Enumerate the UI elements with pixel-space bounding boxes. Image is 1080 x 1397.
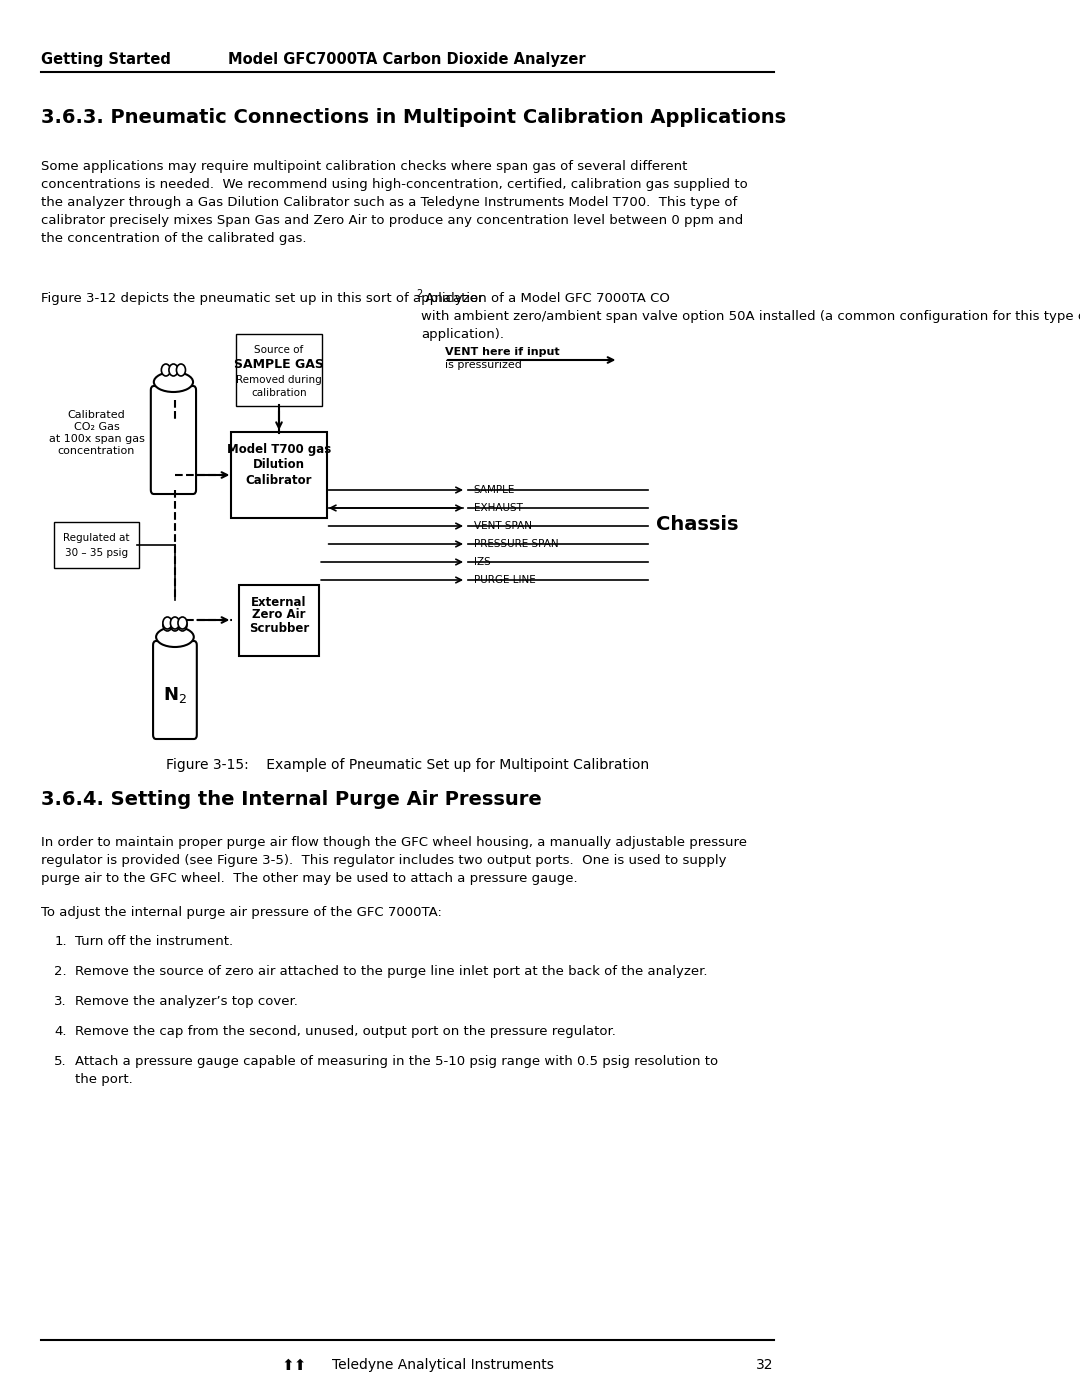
FancyBboxPatch shape xyxy=(151,386,197,495)
Text: Removed during: Removed during xyxy=(237,374,322,386)
Text: VENT here if input: VENT here if input xyxy=(445,346,559,358)
Text: SAMPLE: SAMPLE xyxy=(473,485,515,495)
Text: Getting Started: Getting Started xyxy=(41,52,171,67)
Text: 2.: 2. xyxy=(54,965,67,978)
Text: 3.6.3. Pneumatic Connections in Multipoint Calibration Applications: 3.6.3. Pneumatic Connections in Multipoi… xyxy=(41,108,786,127)
Text: ⬆⬆: ⬆⬆ xyxy=(281,1358,307,1373)
Text: 5.: 5. xyxy=(54,1055,67,1067)
Text: SAMPLE GAS: SAMPLE GAS xyxy=(234,359,324,372)
Text: calibration: calibration xyxy=(252,388,307,398)
Ellipse shape xyxy=(157,627,193,647)
FancyBboxPatch shape xyxy=(239,584,319,655)
Text: CO₂ Gas: CO₂ Gas xyxy=(73,422,120,432)
Text: at 100x span gas: at 100x span gas xyxy=(49,434,145,444)
Text: Zero Air: Zero Air xyxy=(253,609,306,622)
Circle shape xyxy=(171,617,179,629)
Circle shape xyxy=(178,619,187,631)
FancyBboxPatch shape xyxy=(54,522,138,569)
Circle shape xyxy=(171,619,179,631)
FancyBboxPatch shape xyxy=(231,432,326,518)
Text: External: External xyxy=(252,595,307,609)
Text: 3.: 3. xyxy=(54,995,67,1009)
Text: Analyzer
with ambient zero/ambient span valve option 50A installed (a common con: Analyzer with ambient zero/ambient span … xyxy=(421,292,1080,341)
Circle shape xyxy=(163,619,172,631)
Text: IZS: IZS xyxy=(473,557,490,567)
Circle shape xyxy=(168,365,178,376)
Text: Some applications may require multipoint calibration checks where span gas of se: Some applications may require multipoint… xyxy=(41,161,747,244)
Text: concentration: concentration xyxy=(58,446,135,455)
Text: Source of: Source of xyxy=(255,345,303,355)
Text: Figure 3-12 depicts the pneumatic set up in this sort of application of a Model : Figure 3-12 depicts the pneumatic set up… xyxy=(41,292,670,305)
Text: Turn off the instrument.: Turn off the instrument. xyxy=(76,935,233,949)
Text: Attach a pressure gauge capable of measuring in the 5-10 psig range with 0.5 psi: Attach a pressure gauge capable of measu… xyxy=(76,1055,718,1085)
Text: EXHAUST: EXHAUST xyxy=(473,503,523,513)
Text: Dilution: Dilution xyxy=(253,458,305,472)
Text: Remove the analyzer’s top cover.: Remove the analyzer’s top cover. xyxy=(76,995,298,1009)
Text: To adjust the internal purge air pressure of the GFC 7000TA:: To adjust the internal purge air pressur… xyxy=(41,907,442,919)
Text: PRESSURE SPAN: PRESSURE SPAN xyxy=(473,539,558,549)
Circle shape xyxy=(161,365,171,376)
Text: Remove the source of zero air attached to the purge line inlet port at the back : Remove the source of zero air attached t… xyxy=(76,965,707,978)
Text: Remove the cap from the second, unused, output port on the pressure regulator.: Remove the cap from the second, unused, … xyxy=(76,1025,617,1038)
Text: 30 – 35 psig: 30 – 35 psig xyxy=(65,548,129,557)
Circle shape xyxy=(178,617,187,629)
Text: Model GFC7000TA Carbon Dioxide Analyzer: Model GFC7000TA Carbon Dioxide Analyzer xyxy=(228,52,586,67)
Text: Chassis: Chassis xyxy=(656,515,739,535)
Text: 3.6.4. Setting the Internal Purge Air Pressure: 3.6.4. Setting the Internal Purge Air Pr… xyxy=(41,789,541,809)
Circle shape xyxy=(163,617,172,629)
Text: Scrubber: Scrubber xyxy=(248,622,309,634)
Text: N$_2$: N$_2$ xyxy=(163,685,187,705)
Text: PURGE LINE: PURGE LINE xyxy=(473,576,536,585)
Text: Figure 3-15:    Example of Pneumatic Set up for Multipoint Calibration: Figure 3-15: Example of Pneumatic Set up… xyxy=(165,759,649,773)
Text: is pressurized: is pressurized xyxy=(445,360,522,370)
Text: 4.: 4. xyxy=(54,1025,67,1038)
Text: Calibrated: Calibrated xyxy=(68,409,125,420)
Text: Model T700 gas: Model T700 gas xyxy=(227,443,332,457)
Text: Teledyne Analytical Instruments: Teledyne Analytical Instruments xyxy=(332,1358,554,1372)
Circle shape xyxy=(176,365,186,376)
Text: In order to maintain proper purge air flow though the GFC wheel housing, a manua: In order to maintain proper purge air fl… xyxy=(41,835,746,886)
Text: 1.: 1. xyxy=(54,935,67,949)
Text: 2: 2 xyxy=(416,289,422,299)
FancyBboxPatch shape xyxy=(153,641,197,739)
FancyBboxPatch shape xyxy=(237,334,322,407)
Ellipse shape xyxy=(153,372,193,393)
Text: Calibrator: Calibrator xyxy=(246,474,312,486)
Text: 32: 32 xyxy=(756,1358,773,1372)
Text: VENT SPAN: VENT SPAN xyxy=(473,521,531,531)
Text: Regulated at: Regulated at xyxy=(64,534,130,543)
